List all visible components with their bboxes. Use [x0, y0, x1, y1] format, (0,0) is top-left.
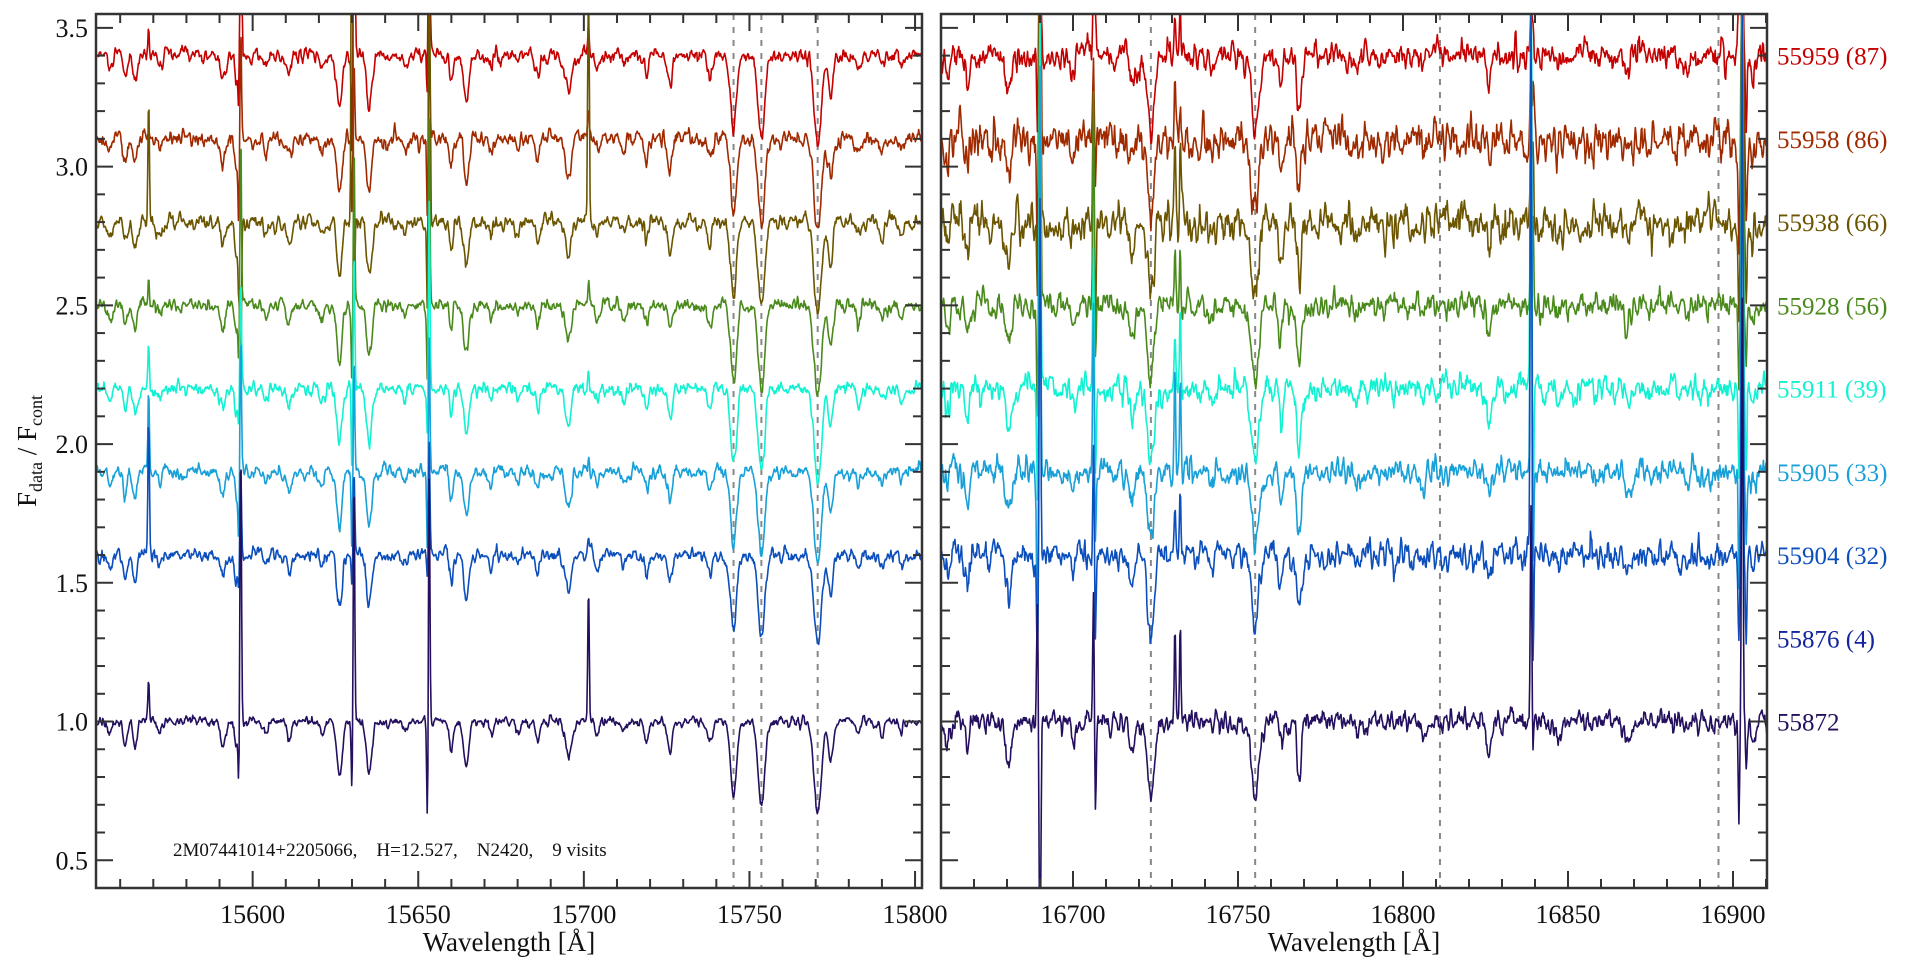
- y-tick-label: 1.5: [56, 569, 89, 598]
- plot-frame: [94, 12, 924, 890]
- annotation: 2M07441014+2205066, H=12.527, N2420, 9 v…: [173, 840, 607, 861]
- plot-area: [96, 14, 922, 888]
- visit-label: 55928 (56): [1777, 293, 1887, 320]
- visit-label: 55958 (86): [1777, 127, 1887, 154]
- spectrum-line-55872: [96, 469, 922, 815]
- spectrum-line-55958: [941, 14, 1767, 256]
- spectrum-line-55938: [941, 14, 1767, 338]
- spectrum-line-55911: [941, 14, 1767, 517]
- x-tick-label: 16750: [1206, 900, 1271, 929]
- x-tick-label: 16900: [1701, 900, 1766, 929]
- visit-label: 55911 (39): [1777, 377, 1886, 404]
- spectrum-line-55959: [96, 14, 922, 152]
- y-tick-label: 1.0: [56, 708, 89, 737]
- x-tick-label: 15650: [386, 900, 451, 929]
- y-label-sub-cont: cont: [26, 395, 46, 426]
- x-tick-label: 15600: [220, 900, 285, 929]
- spectrum-line-55958: [96, 30, 922, 230]
- plot-area: [941, 14, 1767, 888]
- spectrum-line-55928: [941, 14, 1767, 417]
- y-label-sep: /: [12, 441, 42, 462]
- visit-label: 55905 (33): [1777, 460, 1887, 487]
- x-tick-label: 16800: [1371, 900, 1436, 929]
- spectrum-line-55959: [941, 14, 1767, 145]
- x-tick-label: 16850: [1536, 900, 1601, 929]
- visit-legend: 55959 (87) 55958 (86) 55938 (66) 55928 (56)…: [1777, 44, 1887, 737]
- x-tick-label: 15700: [551, 900, 616, 929]
- y-label-sub-data: data: [26, 462, 46, 492]
- spectrum-line-55938: [96, 14, 922, 377]
- spectrum-line-55905: [941, 14, 1767, 637]
- spectrum-line-55904: [941, 14, 1767, 667]
- x-tick-label: 16700: [1041, 900, 1106, 929]
- y-tick-label: 3.0: [56, 153, 89, 182]
- right-panel: 16700 16750 16800 16850 16900 Wavelength [Å]: [939, 12, 1769, 957]
- x-axis-label: Wavelength [Å]: [423, 927, 596, 957]
- spectrum-line-55905: [96, 337, 922, 564]
- y-tick-label: 3.5: [56, 14, 89, 43]
- plot-frame: [939, 12, 1769, 890]
- spectrum-line-55872: [941, 297, 1767, 888]
- y-label-f: F: [12, 492, 42, 507]
- visit-label: 55872: [1777, 710, 1840, 737]
- x-tick-label: 15750: [717, 900, 782, 929]
- y-label-f2: F: [12, 426, 42, 441]
- x-axis-label: Wavelength [Å]: [1268, 927, 1441, 957]
- spectrum-line-55904: [96, 426, 922, 646]
- visit-label: 55904 (32): [1777, 543, 1887, 570]
- y-tick-label: 2.0: [56, 430, 89, 459]
- visit-label: 55959 (87): [1777, 44, 1887, 71]
- left-panel: 15600 15650 15700 15750 15800 0.5 1.0 1.5 2.0 2.5…: [56, 12, 948, 957]
- y-tick-label: 0.5: [56, 846, 89, 875]
- y-tick-label: 2.5: [56, 291, 89, 320]
- spectrum-line-55911: [96, 200, 922, 486]
- y-axis-label: Fdata / Fcont: [12, 395, 46, 507]
- x-tick-label: 15800: [883, 900, 948, 929]
- visit-label: 55938 (66): [1777, 210, 1887, 237]
- spectrum-line-55928: [96, 118, 922, 398]
- visit-label: 55876 (4): [1777, 626, 1875, 653]
